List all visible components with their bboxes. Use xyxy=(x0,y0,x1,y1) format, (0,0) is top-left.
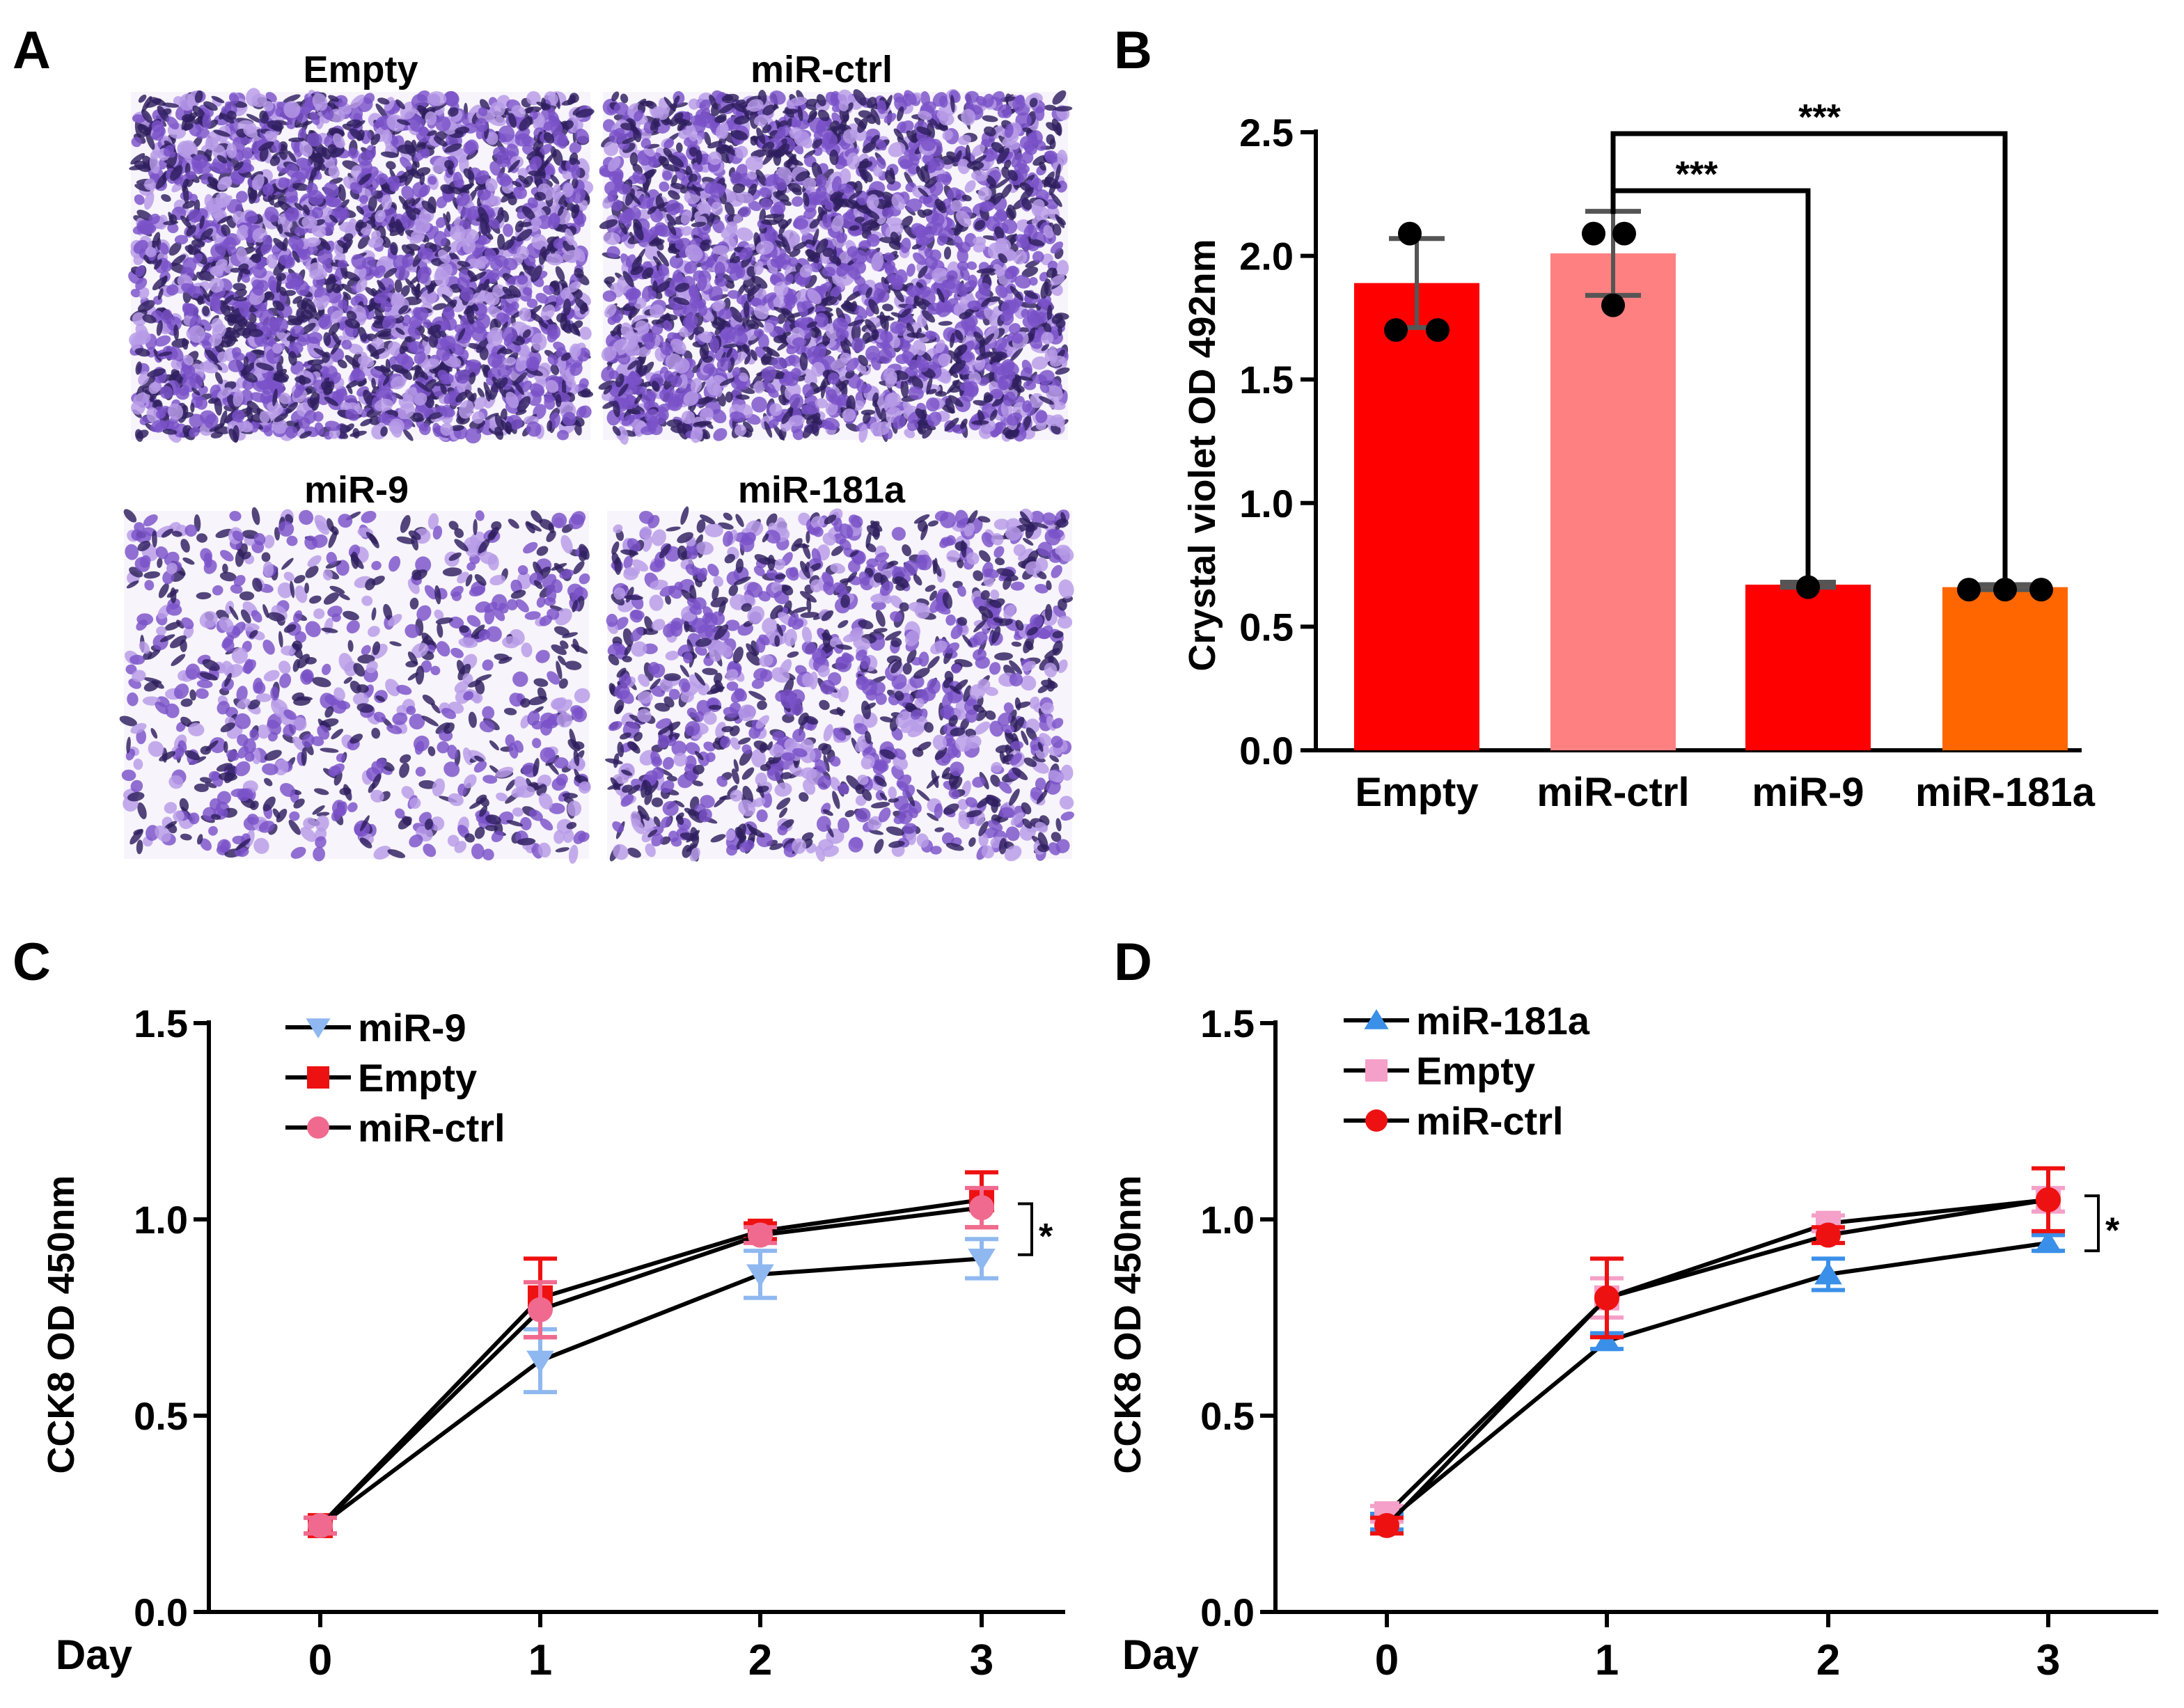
stained-cell xyxy=(579,326,592,340)
micrograph-cells xyxy=(128,88,595,444)
stained-cell xyxy=(210,295,221,313)
stained-cell xyxy=(563,182,574,198)
stained-cell xyxy=(161,193,171,203)
stained-cell xyxy=(432,303,447,310)
stained-cell xyxy=(485,413,499,420)
stained-cell xyxy=(550,174,560,185)
panel-letter-a: A xyxy=(13,21,51,80)
stained-cell xyxy=(386,161,396,170)
stained-cell xyxy=(241,147,254,159)
stained-cell xyxy=(168,242,182,256)
stained-cell xyxy=(357,235,370,249)
panel-letter-d: D xyxy=(1114,933,1152,992)
stained-cell xyxy=(246,113,262,124)
micrograph-cells xyxy=(598,88,1073,445)
micrograph-empty xyxy=(128,88,595,444)
micrograph-label-mir-ctrl: miR-ctrl xyxy=(751,49,893,90)
micrograph-label-empty: Empty xyxy=(303,49,418,90)
stained-cell xyxy=(375,103,388,120)
panel-letter-b: B xyxy=(1114,21,1152,80)
stained-cell xyxy=(291,182,310,191)
stained-cell xyxy=(416,167,431,177)
stained-cell xyxy=(235,191,249,203)
stained-cell xyxy=(935,390,948,397)
stained-cell xyxy=(174,235,189,245)
stained-cell xyxy=(233,425,239,443)
panel-letter-c: C xyxy=(13,933,51,992)
micrograph-mir-ctrl xyxy=(598,88,1073,445)
stained-cell xyxy=(404,278,418,293)
stained-cell xyxy=(202,113,212,130)
stained-cell xyxy=(198,386,208,395)
stained-cell xyxy=(337,260,348,269)
stained-cell xyxy=(725,391,733,403)
stained-cell xyxy=(629,152,638,166)
stained-cell xyxy=(171,359,182,370)
stained-cell xyxy=(341,340,352,350)
